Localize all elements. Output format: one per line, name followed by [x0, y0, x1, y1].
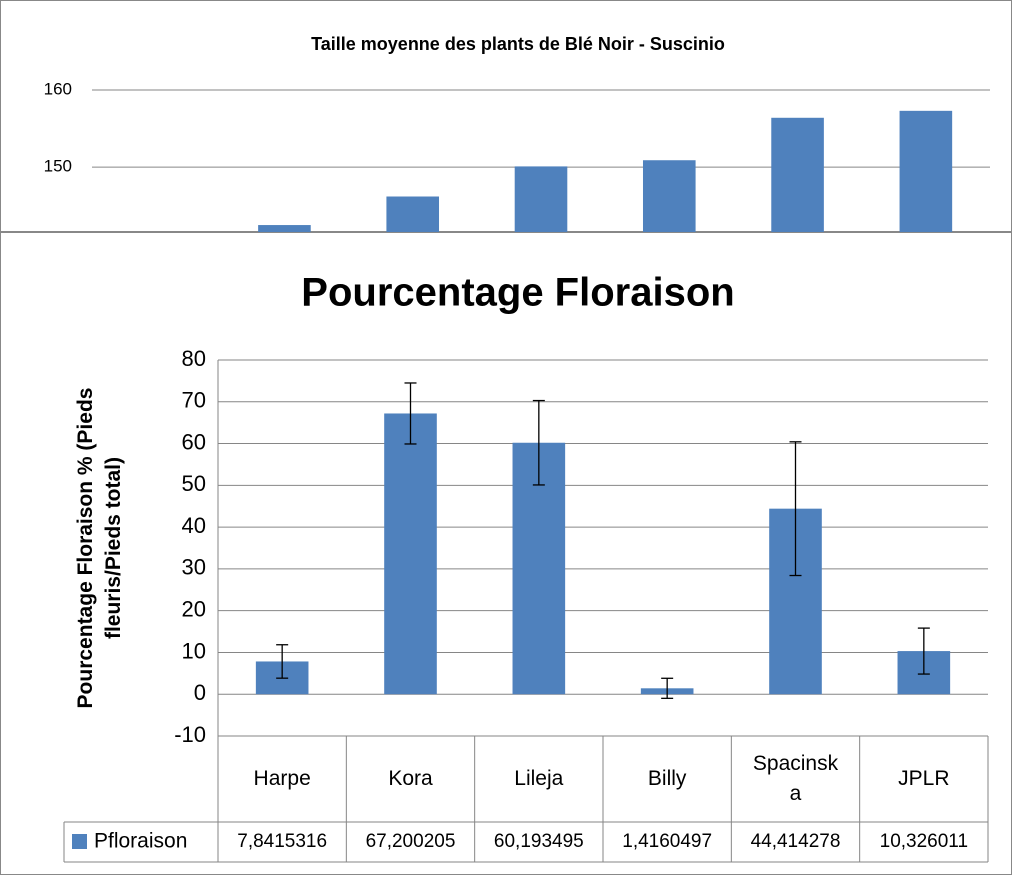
- bar: [642, 160, 696, 232]
- chart-title: Taille moyenne des plants de Blé Noir - …: [311, 34, 725, 54]
- y-tick-label: 70: [182, 388, 206, 413]
- legend-label: Pfloraison: [94, 830, 187, 853]
- y-tick-label: 50: [182, 471, 206, 496]
- x-tick-label: Harpe: [253, 767, 311, 790]
- error-bar: [789, 441, 802, 577]
- bar: [384, 413, 437, 695]
- data-table-value: 10,326011: [880, 831, 968, 852]
- bar: [386, 196, 440, 232]
- bottom-chart-frame: [0, 232, 1012, 875]
- data-table-value: 60,193495: [494, 831, 584, 852]
- y-tick-label: 80: [182, 346, 206, 371]
- x-tick-label: Spacinska: [752, 752, 839, 805]
- y-tick-label: 60: [182, 429, 206, 454]
- data-table-value: 44,414278: [751, 831, 841, 852]
- bar: [771, 117, 824, 232]
- bar: [258, 225, 311, 232]
- data-table-value: 67,200205: [366, 831, 456, 852]
- y-tick-label: -10: [174, 722, 206, 747]
- chart-title: Pourcentage Floraison: [301, 271, 734, 315]
- y-tick-label: 40: [182, 513, 206, 538]
- data-table-value: 1,4160497: [622, 831, 712, 852]
- top-chart-frame: [0, 0, 1012, 232]
- y-tick-label: 10: [182, 638, 206, 663]
- bar: [514, 166, 568, 232]
- x-tick-label: Kora: [388, 767, 433, 790]
- error-bar: [276, 644, 289, 679]
- data-table-value: 7,8415316: [237, 831, 327, 852]
- y-tick-label: 150: [44, 157, 72, 176]
- y-axis-label: Pourcentage Floraison % (Pieds fleuris/P…: [74, 387, 125, 709]
- y-tick-label: 160: [44, 79, 72, 98]
- legend-marker: [72, 834, 87, 849]
- x-tick-label: Lileja: [514, 767, 564, 790]
- error-bar: [532, 399, 545, 486]
- error-bar: [404, 382, 417, 445]
- x-tick-label: JPLR: [898, 767, 950, 790]
- bar: [899, 110, 953, 232]
- y-tick-label: 30: [182, 555, 206, 580]
- y-tick-label: 0: [194, 680, 206, 705]
- x-tick-label: Billy: [647, 767, 687, 790]
- y-tick-label: 20: [182, 596, 206, 621]
- error-bar: [661, 677, 674, 699]
- error-bar: [917, 627, 930, 675]
